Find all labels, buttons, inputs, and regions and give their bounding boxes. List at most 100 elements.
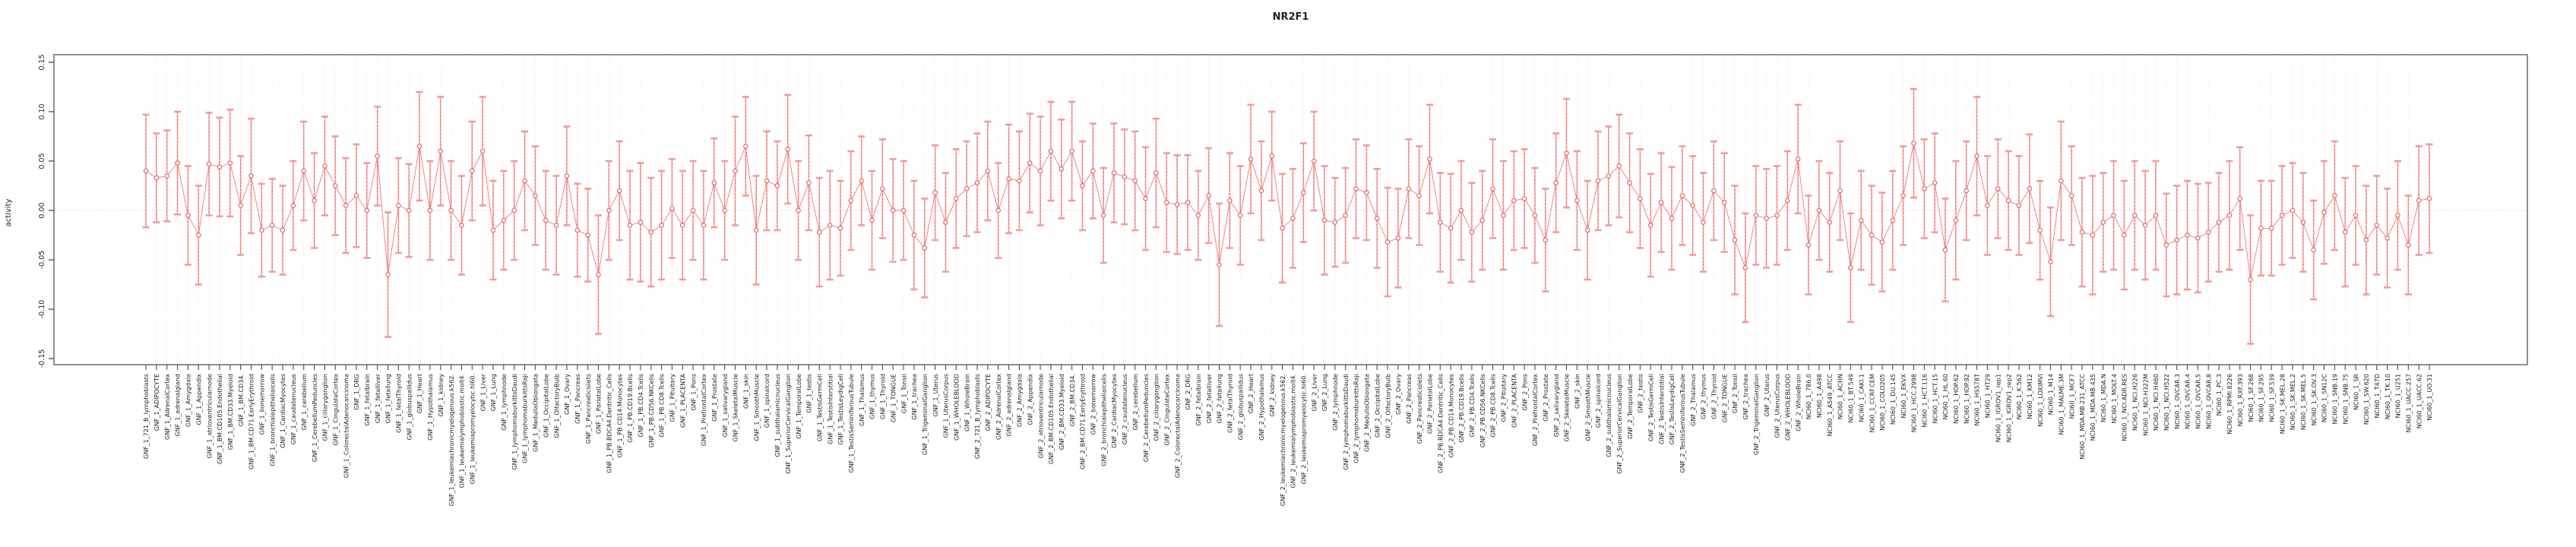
data-point (2226, 213, 2233, 218)
data-point (438, 148, 443, 154)
x-tick-label: NCI60_1_MCF7 (2068, 374, 2075, 419)
data-point (596, 272, 601, 277)
x-tick-label: NCI60_1_NCI.H226 (2131, 374, 2138, 431)
x-tick-label: GNF_2_leukemialymphoblastic.molt4. (1290, 374, 1297, 488)
x-tick-label: GNF_2_kidney (1269, 374, 1276, 417)
data-point (343, 203, 349, 208)
data-point (1353, 186, 1359, 191)
x-tick-label: GNF_2_TemporalLobe (1627, 374, 1634, 439)
x-tick-label: GNF_1_UterusCorpus (943, 374, 950, 438)
x-tick-label: NCI60_1_SK.MEL.2 (2290, 374, 2296, 430)
data-point (248, 173, 254, 179)
data-point (2090, 232, 2096, 238)
x-tick-label: GNF_2_PB.CD56.NKCells (1479, 374, 1486, 447)
data-point (1911, 141, 1916, 146)
data-point (511, 207, 517, 213)
data-point (2374, 223, 2380, 228)
data-point (1195, 213, 1201, 218)
x-tick-label: GNF_2_SmoothMuscle (1584, 374, 1591, 441)
data-point (711, 180, 717, 185)
x-tick-label: GNF_2_721_B_lymphoblasts (974, 374, 981, 459)
data-point (922, 245, 927, 251)
x-tick-label: GNF_2_BM.CD71.EarlyErythroid (1080, 374, 1087, 470)
x-tick-label: NCI60_1_MOLT.4 (2111, 374, 2118, 423)
data-point (669, 206, 675, 211)
x-tick-label: NCI60_1_A498 (1816, 374, 1823, 418)
x-tick-label: GNF_1_OlfactoryBulb (553, 374, 560, 438)
data-point (259, 227, 264, 233)
data-point (1321, 217, 1328, 223)
x-tick-label: NCI60_1_MDA.MB.231_ATCC (2079, 374, 2086, 460)
data-point (185, 213, 191, 218)
data-point (1616, 163, 1622, 169)
data-point (269, 223, 275, 228)
x-tick-label: NCI60_1_MDA.N (2100, 374, 2107, 422)
data-point (1742, 265, 1748, 270)
data-point (574, 227, 581, 233)
data-point (1048, 148, 1054, 154)
data-point (1258, 188, 1264, 194)
y-tick-label: 0.00 (38, 202, 46, 218)
x-tick-label: GNF_1_TestisSeminiferousTubule (848, 374, 855, 473)
data-point (1606, 173, 1612, 179)
data-point (1816, 207, 1822, 213)
data-point (396, 203, 401, 208)
x-tick-label: GNF_1_caudatenucleus (290, 374, 297, 444)
x-tick-label: GNF_2_trachea (1742, 374, 1749, 420)
data-point (227, 160, 233, 166)
x-tick-label: GNF_2_fetalliver (1206, 373, 1213, 423)
data-point (1037, 168, 1043, 174)
x-tick-label: NCI60_1_HOP.92 (1964, 374, 1970, 424)
x-tick-label: NCI60_1_UACC.257 (2406, 374, 2413, 432)
data-point (827, 223, 833, 228)
data-point (2248, 277, 2253, 283)
y-axis-title: activity (5, 198, 13, 226)
x-tick-label: GNF_1_PB.CD56.NKCells (648, 374, 655, 447)
x-tick-label: NCI60_1_UACC.62 (2416, 374, 2423, 428)
data-point (1922, 186, 1927, 191)
data-point (2037, 227, 2043, 233)
x-tick-label: GNF_2_Prostate (1543, 374, 1549, 422)
x-tick-label: GNF_1_globuspallidus (406, 374, 413, 440)
x-tick-label: GNF_1_PLACENTA (679, 373, 686, 428)
data-point (2142, 223, 2148, 228)
data-point (1953, 217, 1959, 223)
data-point (416, 144, 422, 149)
data-point (1795, 157, 1801, 162)
data-point (1174, 201, 1180, 207)
x-tick-label: GNF_1_Pancreaticislets (585, 374, 592, 444)
data-point (143, 168, 149, 174)
data-point (785, 147, 790, 152)
data-point (764, 178, 770, 184)
x-tick-label: GNF_1_TestisGermCell (816, 374, 823, 441)
y-tick-label: -0.15 (38, 349, 46, 368)
data-point (2016, 203, 2022, 208)
x-tick-label: NCI60_1_HT29 (1985, 374, 1992, 418)
data-point (1879, 239, 1885, 245)
x-tick-label: GNF_2_UterusCorpus (1774, 374, 1781, 438)
data-point (2205, 229, 2211, 235)
x-tick-label: GNF_1_trachea (911, 374, 918, 420)
x-tick-label: NCI60_1_T47D (2374, 374, 2381, 418)
data-point (1942, 247, 1948, 253)
x-tick-label: GNF_1_BM.CD34. (238, 374, 245, 426)
x-tick-label: GNF_1_Thyroid (880, 374, 887, 419)
x-tick-label: GNF_2_salivarygland (1553, 374, 1560, 437)
x-tick-label: GNF_1_Lung (490, 374, 497, 411)
data-point (206, 161, 212, 167)
x-tick-label: GNF_2_PB.CD14.Monocytes (1448, 374, 1454, 457)
data-point (1458, 207, 1464, 213)
data-point (375, 153, 380, 159)
data-point (1448, 226, 1454, 231)
x-tick-label: GNF_1_BM.CD71.EarlyErythroid (248, 374, 255, 470)
data-point (753, 227, 759, 233)
x-tick-label: NCI60_1_SF.539 (2268, 374, 2275, 422)
x-tick-label: GNF_2_spinalcord (1595, 374, 1602, 428)
x-tick-label: GNF_1_fetalThyroid (396, 374, 403, 433)
data-point (1311, 158, 1317, 164)
x-tick-label: NCI60_1_TK.10 (2385, 374, 2391, 419)
x-tick-label: GNF_2_globuspallidus (1237, 374, 1244, 440)
data-point (1669, 216, 1675, 221)
